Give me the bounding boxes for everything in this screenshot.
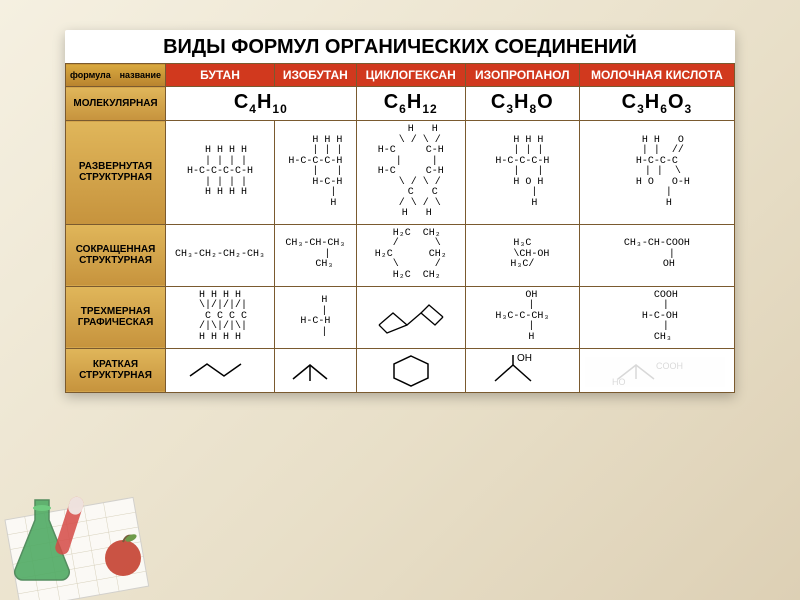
col-head-isobutane: ИЗОБУТАН — [275, 64, 357, 87]
cell-brief-isobutane — [275, 348, 357, 392]
col-head-isopropanol: ИЗОПРОПАНОЛ — [465, 64, 579, 87]
cell-expanded-cyclohexane: H H \ / \ / H-C C-H | | H-C C-H \ / \ / … — [356, 121, 465, 225]
formula-table: формула название БУТАН ИЗОБУТАН ЦИКЛОГЕК… — [65, 63, 735, 393]
cell-condensed-isopropanol: H₃C \CH-OH H₃C/ — [465, 224, 579, 286]
row-head-molecular: МОЛЕКУЛЯРНАЯ — [66, 87, 166, 121]
row-head-brief: КРАТКАЯ СТРУКТУРНАЯ — [66, 348, 166, 392]
cell-molecular-butane: C4H10 — [166, 87, 357, 121]
cell-condensed-butane: CH₃-CH₂-CH₂-CH₃ — [166, 224, 275, 286]
cell-molecular-lactic: C3H6O3 — [579, 87, 734, 121]
col-head-lactic: МОЛОЧНАЯ КИСЛОТА — [579, 64, 734, 87]
cell-expanded-lactic: H H O | | // H-C-C-C | | \ H O O-H | H — [579, 121, 734, 225]
cell-brief-isopropanol: OH — [465, 348, 579, 392]
cell-3d-cyclohexane — [356, 286, 465, 348]
cell-3d-isobutane: H | H-C-H | — [275, 286, 357, 348]
cell-condensed-lactic: CH₃-CH-COOH | OH — [579, 224, 734, 286]
col-head-cyclohexane: ЦИКЛОГЕКСАН — [356, 64, 465, 87]
cell-brief-butane — [166, 348, 275, 392]
cell-3d-butane: H H H H \|/|/|/| C C C C /|\|/|\| H H H … — [166, 286, 275, 348]
page-title: ВИДЫ ФОРМУЛ ОРГАНИЧЕСКИХ СОЕДИНЕНИЙ — [65, 30, 735, 63]
cell-condensed-cyclohexane: H₂C CH₂ / \ H₂C CH₂ \ / H₂C CH₂ — [356, 224, 465, 286]
cell-molecular-cyclohexane: C6H12 — [356, 87, 465, 121]
blank-patch — [585, 357, 725, 387]
cell-3d-lactic: COOH | H-C-OH | CH₃ — [579, 286, 734, 348]
cell-3d-isopropanol: OH | H₃C-C-CH₃ | H — [465, 286, 579, 348]
chemistry-table-sheet: ВИДЫ ФОРМУЛ ОРГАНИЧЕСКИХ СОЕДИНЕНИЙ форм… — [65, 30, 735, 393]
row-head-condensed: СОКРАЩЕННАЯ СТРУКТУРНАЯ — [66, 224, 166, 286]
cell-brief-cyclohexane — [356, 348, 465, 392]
corner-header: формула название — [66, 64, 166, 87]
cell-condensed-isobutane: CH₃-CH-CH₃ | CH₃ — [275, 224, 357, 286]
svg-text:OH: OH — [517, 353, 532, 364]
corner-bottom-label: формула — [70, 70, 111, 80]
chemistry-decor-icon — [0, 400, 180, 600]
cell-molecular-isopropanol: C3H8O — [465, 87, 579, 121]
cell-expanded-isopropanol: H H H | | | H-C-C-C-H | | H O H | H — [465, 121, 579, 225]
cell-expanded-isobutane: H H H | | | H-C-C-C-H | | H-C-H | H — [275, 121, 357, 225]
row-head-expanded: РАЗВЕРНУТАЯ СТРУКТУРНАЯ — [66, 121, 166, 225]
col-head-butane: БУТАН — [166, 64, 275, 87]
corner-top-label: название — [120, 70, 161, 80]
cell-expanded-butane: H H H H | | | | H-C-C-C-C-H | | | | H H … — [166, 121, 275, 225]
row-head-3d: ТРЕХМЕРНАЯ ГРАФИЧЕСКАЯ — [66, 286, 166, 348]
